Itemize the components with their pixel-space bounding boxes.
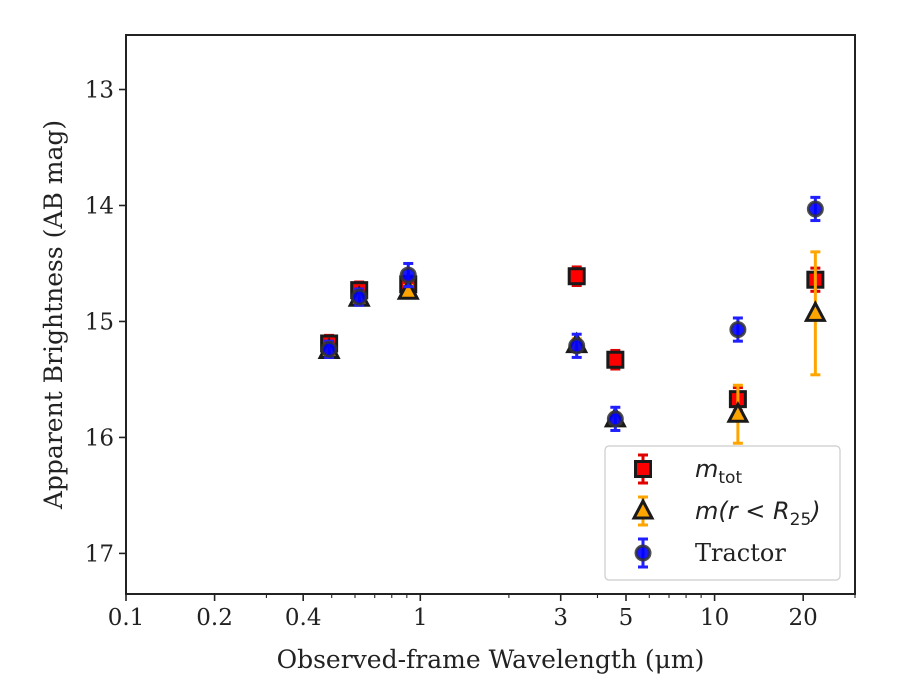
circle-point	[568, 337, 586, 355]
circle-point	[729, 321, 747, 339]
legend-label: m(r < R25)	[695, 497, 821, 530]
series-circle	[320, 195, 824, 432]
circle-point	[606, 410, 624, 428]
x-tick-label: 20	[789, 605, 818, 631]
legend-marker-square	[634, 460, 652, 478]
triangle-point	[726, 401, 750, 423]
circle-point	[806, 200, 824, 218]
y-tick-label: 14	[85, 193, 114, 219]
triangle-point	[803, 300, 827, 322]
legend-box	[604, 445, 841, 581]
y-tick-label: 16	[85, 425, 114, 451]
circle-point	[399, 266, 417, 284]
x-tick-label: 0.4	[285, 605, 322, 631]
y-tick-label: 17	[85, 541, 114, 567]
legend-label: mtot	[695, 455, 742, 488]
square-point	[606, 350, 625, 369]
y-tick-label: 13	[85, 78, 114, 104]
square-point	[567, 267, 586, 286]
x-tick-label: 1	[413, 605, 428, 631]
triangle-point	[396, 278, 420, 300]
legend-label: Tractor	[695, 539, 786, 567]
x-tick-label: 0.1	[108, 605, 145, 631]
legend-marker-triangle	[631, 497, 655, 520]
x-tick-label: 3	[553, 605, 568, 631]
circle-point	[320, 340, 338, 358]
y-axis-label: Apparent Brightness (AB mag)	[39, 120, 68, 510]
plot-frame	[125, 34, 856, 595]
x-tick-label: 0.2	[196, 605, 233, 631]
legend: mtot m(r < R25) Tractor	[604, 445, 841, 581]
y-tick-label: 15	[85, 309, 114, 335]
data-points	[317, 195, 827, 445]
x-tick-label: 5	[619, 605, 634, 631]
circle-point	[350, 288, 368, 306]
x-axis-label: Observed-frame Wavelength (μm)	[277, 645, 705, 674]
x-tick-label: 10	[700, 605, 729, 631]
legend-marker-circle	[634, 544, 652, 562]
